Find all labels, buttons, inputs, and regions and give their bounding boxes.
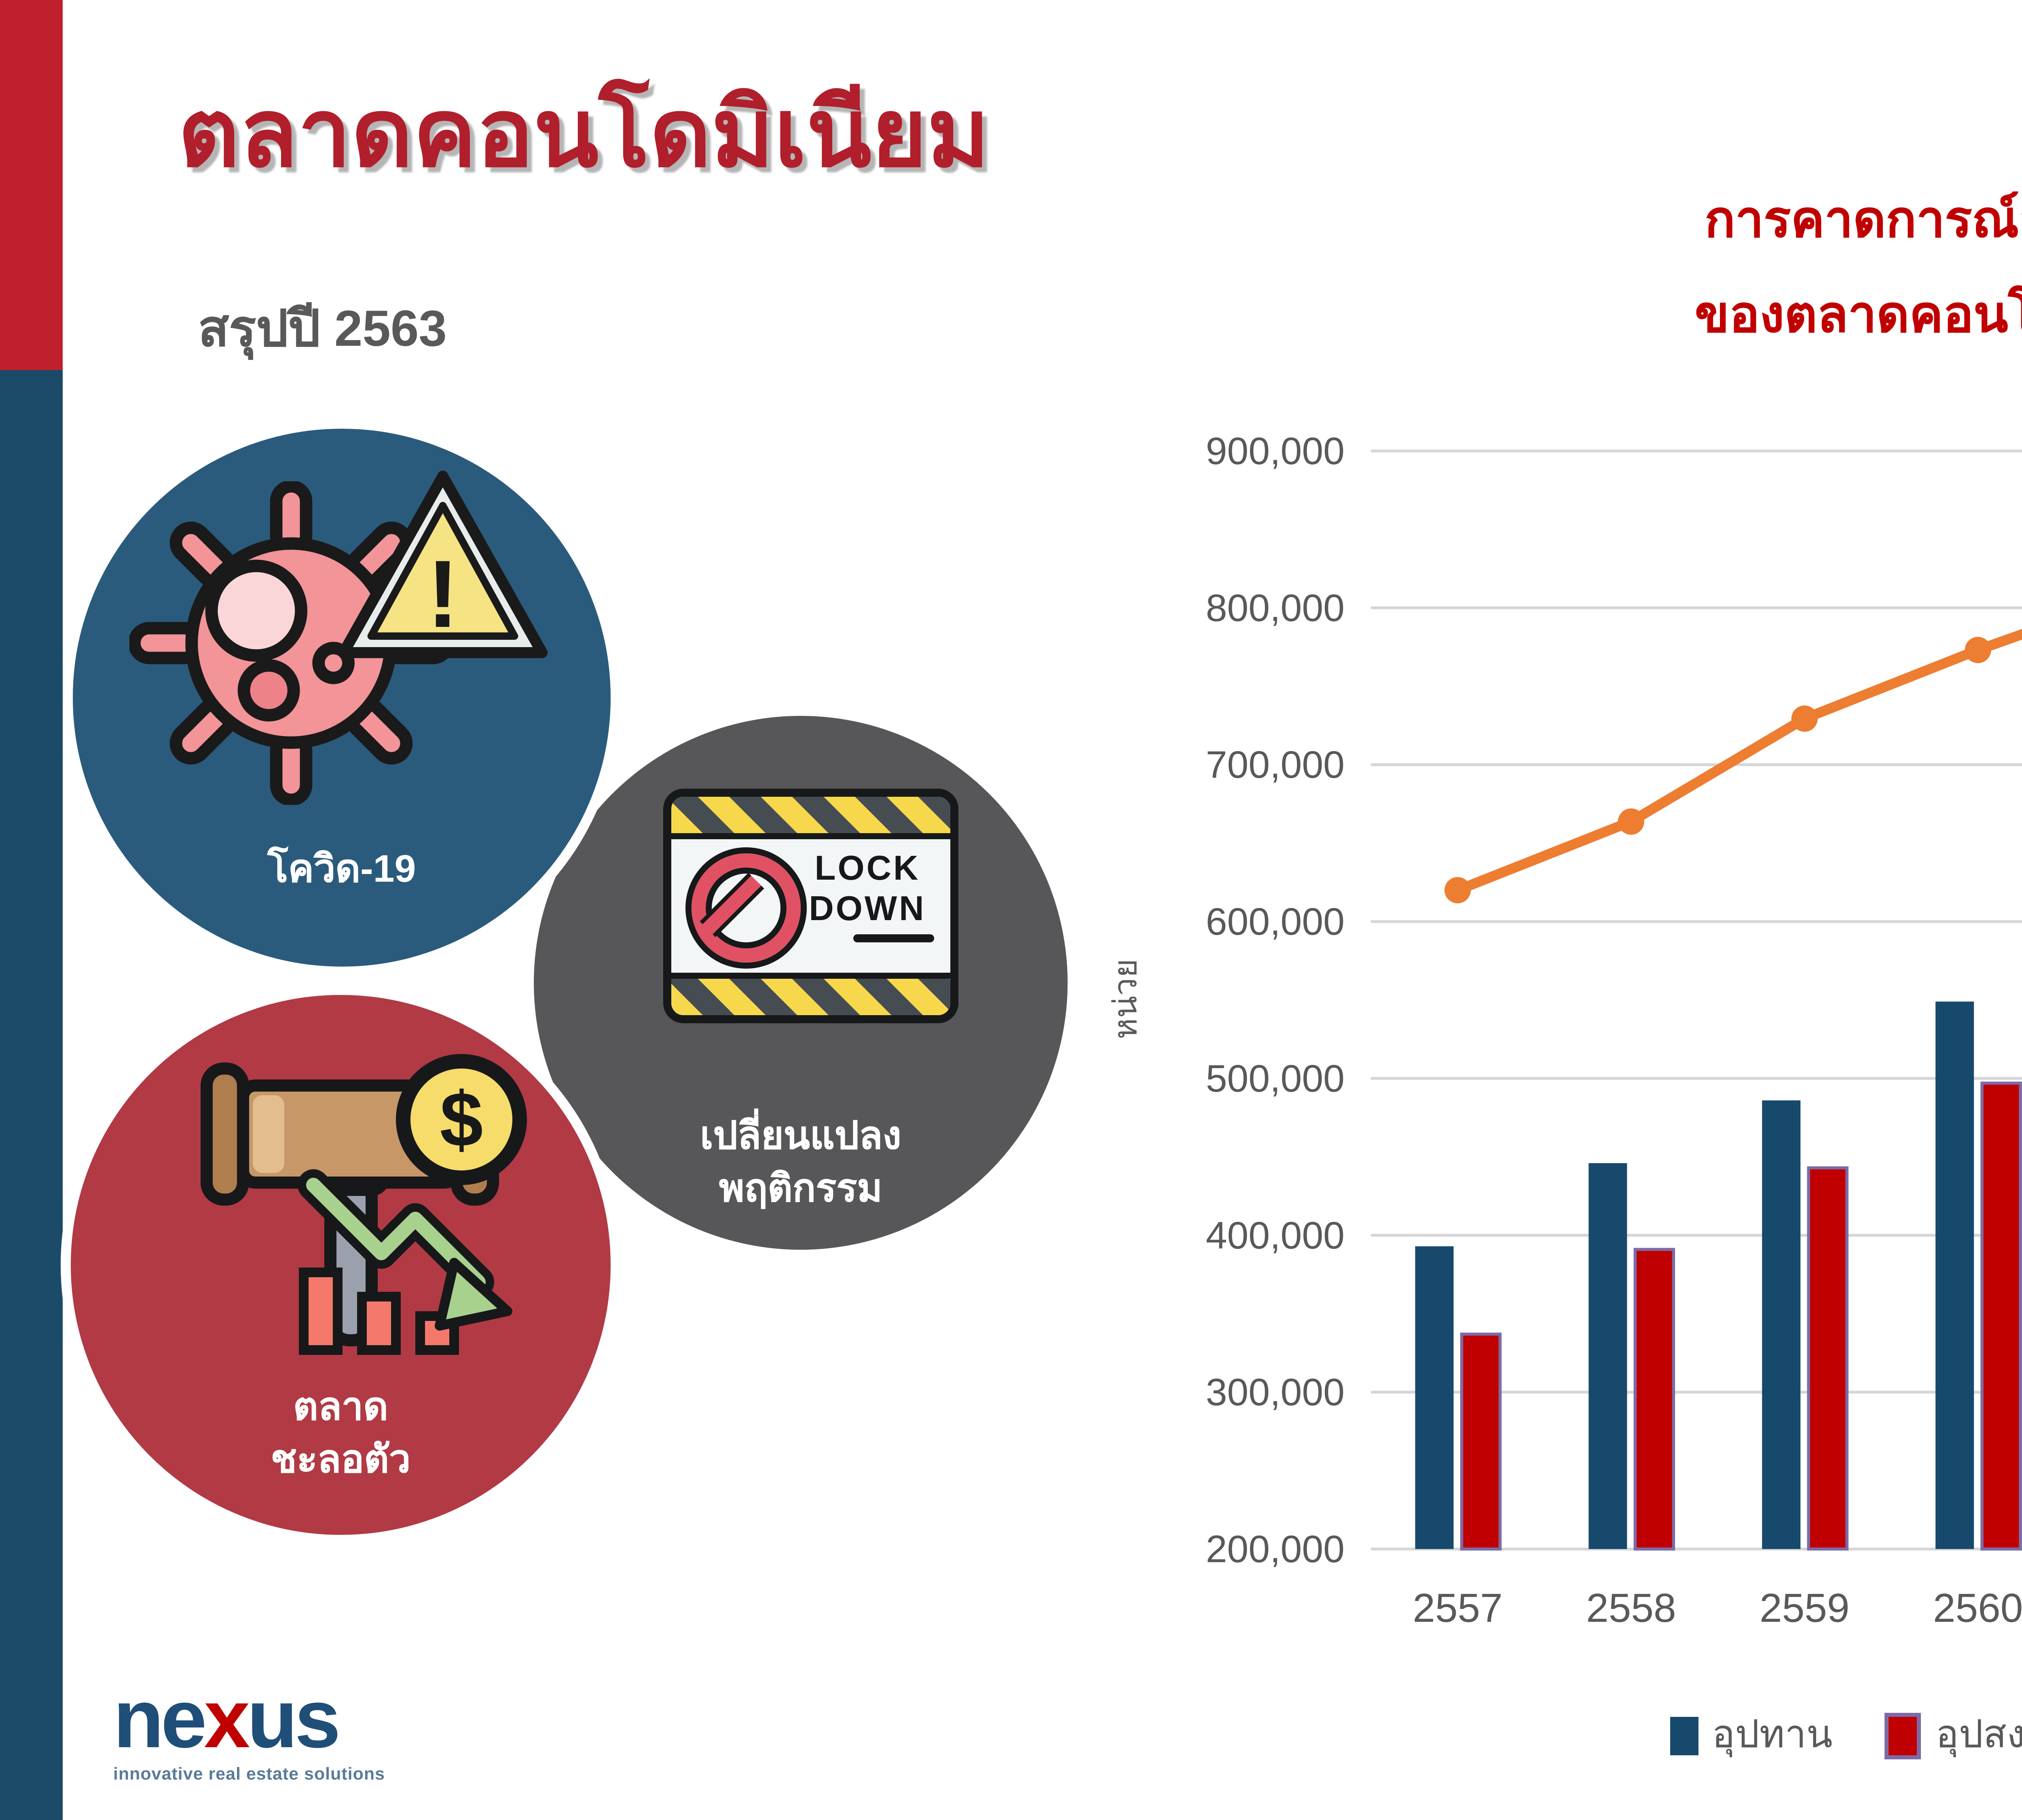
x-axis-label: 2558 [1586, 1585, 1676, 1631]
logo-x: x [204, 1672, 250, 1765]
chart-title: การคาดการณ์อุปสงค์-อุปทานและยอดขาย ของตล… [1335, 174, 2022, 362]
badge-covid-label: โควิด-19 [267, 849, 416, 892]
left-axis-tick: 900,000 [1206, 430, 1345, 473]
legend-swatch [1885, 1712, 1922, 1759]
supply-bar [1762, 1100, 1801, 1549]
left-stripe-red [0, 0, 63, 370]
left-axis-tick: 600,000 [1206, 900, 1345, 943]
x-axis-label: 2559 [1760, 1585, 1849, 1631]
lockdown-sign-icon: LOCK DOWN [663, 789, 958, 1023]
price-line-solid [1452, 629, 2022, 895]
left-axis-tick: 500,000 [1206, 1057, 1345, 1100]
demand-bar [1980, 1081, 2022, 1551]
warning-exclamation: ! [427, 541, 459, 648]
demand-bar [1633, 1248, 1675, 1551]
badge-behavior-label: เปลี่ยนแปลง พฤติกรรม [700, 1116, 901, 1211]
demand-bar [1807, 1166, 1849, 1551]
gavel-decline-icon: $ [201, 1054, 527, 1355]
left-axis-tick: 800,000 [1206, 586, 1345, 629]
left-axis-title: หน่วย [1107, 959, 1143, 1039]
x-axis-label: 2557 [1413, 1585, 1502, 1631]
badge-behavior-change: LOCK DOWN เปลี่ยนแปลง พฤติกรรม [534, 716, 1068, 1250]
legend-label: อุปทาน [1712, 1715, 1833, 1757]
logo-ne: ne [113, 1672, 207, 1765]
legend-swatch [1669, 1716, 1698, 1754]
legend-item: อุปทาน [1669, 1705, 1833, 1765]
price-marker [1618, 808, 1644, 835]
left-stripe-blue [0, 370, 63, 1820]
x-axis-label: 2560 [1933, 1585, 2022, 1631]
price-marker [1791, 705, 1818, 732]
left-axis-tick: 400,000 [1206, 1214, 1345, 1257]
chart-title-line2: ของตลาดคอนโดมิเนียมในกรุงเทพมหานคร [1694, 286, 2022, 343]
chart-title-line1: การคาดการณ์อุปสงค์-อุปทานและยอดขาย [1705, 192, 2022, 249]
left-axis-tick: 300,000 [1206, 1371, 1345, 1414]
left-axis-tick: 700,000 [1206, 743, 1345, 786]
supply-bar [1415, 1246, 1454, 1549]
warning-triangle-icon: ! [338, 470, 548, 658]
left-axis-tick: 200,000 [1206, 1528, 1345, 1571]
badge-market-label: ตลาด ชะลอตัว [271, 1387, 411, 1482]
legend-item: อุปสงค์ [1885, 1705, 2022, 1765]
down-word: DOWN [809, 889, 926, 927]
logo-tagline: innovative real estate solutions [113, 1763, 385, 1784]
demand-bar [1460, 1332, 1502, 1551]
hazard-stripe-top [671, 797, 950, 839]
price-marker [1444, 877, 1471, 904]
supply-bar [1935, 1001, 1974, 1549]
price-marker [1965, 637, 1991, 663]
hazard-stripe-bottom [671, 973, 950, 1015]
subtitle-year: สรุปปี 2563 [198, 301, 447, 358]
lock-word: LOCK [814, 849, 920, 888]
logo-us: us [247, 1672, 341, 1765]
coin-dollar: $ [440, 1076, 483, 1163]
supply-bar [1588, 1163, 1627, 1549]
page-title: ตลาดคอนโดมิเนียม [178, 79, 990, 186]
nexus-logo: nexus innovative real estate solutions [113, 1678, 457, 1784]
lockdown-sign-text: LOCK DOWN [801, 849, 934, 943]
legend-label: อุปสงค์ [1935, 1715, 2022, 1757]
